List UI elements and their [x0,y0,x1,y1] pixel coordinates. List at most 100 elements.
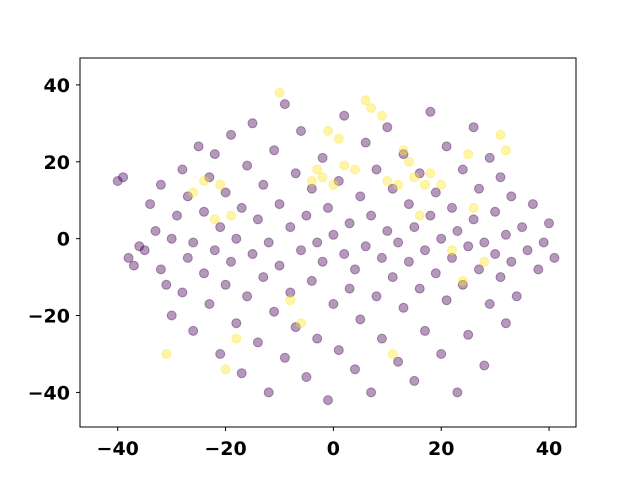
scatter-point-class-0 [172,210,182,221]
scatter-point-class-0 [317,152,328,163]
scatter-point-class-0 [323,202,333,213]
scatter-point-class-1 [333,133,344,144]
scatter-point-class-0 [549,252,560,263]
scatter-point-class-0 [366,387,377,398]
scatter-point-class-0 [490,249,501,259]
scatter-point-class-0 [441,295,452,306]
scatter-point-class-0 [204,172,215,183]
scatter-point-class-0 [177,287,188,298]
scatter-point-class-0 [339,249,350,259]
scatter-point-class-0 [382,122,393,133]
scatter-point-class-0 [452,387,463,398]
scatter-point-class-0 [118,172,129,183]
scatter-point-class-0 [236,368,247,379]
scatter-point-class-0 [441,141,452,152]
scatter-point-class-0 [495,172,506,183]
scatter-point-class-0 [188,325,199,336]
scatter-point-class-1 [209,214,220,225]
scatter-point-class-0 [468,214,479,225]
scatter-point-class-0 [285,287,296,298]
scatter-point-class-1 [447,245,457,256]
scatter-point-class-0 [425,210,436,221]
scatter-point-class-0 [290,168,301,179]
scatter-point-class-0 [420,245,430,256]
scatter-point-class-1 [366,103,377,113]
scatter-point-class-0 [457,164,468,175]
x-tick-label: 0 [327,438,340,460]
scatter-point-class-0 [468,122,479,133]
scatter-point-class-0 [506,256,517,267]
scatter-point-class-0 [296,245,306,256]
scatter-point-class-0 [269,145,280,156]
scatter-point-class-0 [188,237,199,248]
scatter-point-class-0 [474,183,484,194]
scatter-point-class-0 [382,226,393,236]
scatter-point-class-0 [403,256,414,267]
scatter-point-class-0 [544,218,554,229]
scatter-point-class-0 [463,241,474,252]
y-tick-label: 0 [57,229,70,251]
scatter-point-class-1 [350,164,360,175]
scatter-point-class-0 [155,179,166,190]
scatter-point-class-0 [538,237,549,248]
scatter-point-class-0 [215,349,226,359]
scatter-point-class-0 [215,222,226,233]
scatter-point-class-1 [479,256,490,267]
scatter-point-class-1 [220,364,231,375]
scatter-point-class-0 [414,283,425,294]
scatter-point-class-0 [414,168,425,179]
scatter-point-class-1 [403,156,414,167]
scatter-point-class-0 [226,129,236,140]
scatter-point-class-0 [490,206,501,217]
scatter-point-class-0 [247,118,258,129]
scatter-point-class-1 [387,349,398,359]
scatter-point-class-0 [279,99,290,110]
scatter-point-class-1 [420,179,430,190]
scatter-point-class-0 [328,299,339,309]
scatter-point-class-1 [199,176,209,186]
scatter-point-class-0 [231,233,242,244]
scatter-point-class-0 [452,226,463,236]
scatter-point-class-0 [161,279,172,290]
scatter-point-class-1 [323,126,333,136]
scatter-point-class-1 [274,87,285,98]
scatter-point-class-0 [150,226,161,236]
scatter-point-class-0 [479,360,490,371]
scatter-point-class-1 [409,172,420,183]
scatter-point-class-0 [366,210,377,221]
scatter-point-class-1 [463,149,474,160]
scatter-point-class-1 [328,179,339,190]
scatter-point-class-1 [339,160,350,171]
scatter-point-class-1 [436,179,447,190]
scatter-point-class-0 [285,222,296,233]
scatter-point-class-0 [409,222,420,233]
scatter-point-class-0 [177,164,188,175]
scatter-point-class-0 [527,199,538,210]
scatter-point-class-0 [139,245,150,256]
scatter-point-class-0 [403,199,414,210]
scatter-point-class-0 [123,252,134,263]
y-axis: −40 −20 0 20 40 [28,75,80,404]
scatter-point-class-0 [242,160,253,171]
scatter-point-class-0 [517,222,528,233]
scatter-point-class-0 [242,291,253,302]
scatter-point-class-0 [393,237,404,248]
scatter-point-class-0 [393,356,404,367]
scatter-point-class-1 [360,95,371,106]
scatter-point-class-0 [500,229,511,240]
scatter-point-class-0 [463,329,474,340]
scatter-point-class-0 [269,306,280,317]
scatter-point-class-0 [522,245,533,256]
scatter-point-class-0 [425,106,436,117]
scatter-point-class-0 [209,149,220,160]
scatter-point-class-0 [263,387,274,398]
scatter-point-class-1 [161,349,172,359]
scatter-point-class-0 [312,333,323,344]
scatter-point-class-0 [274,260,285,271]
scatter-point-class-0 [193,141,204,152]
scatter-point-class-0 [398,149,409,160]
scatter-point-class-0 [457,279,468,290]
scatter-point-class-0 [506,191,517,202]
points-layer [112,87,560,406]
